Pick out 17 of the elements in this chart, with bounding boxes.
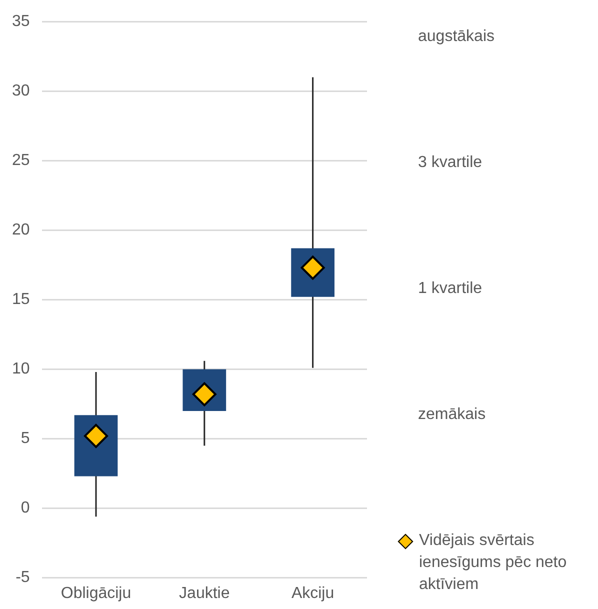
text: 1 kvartile	[418, 280, 484, 299]
y-tick-label: -5	[16, 569, 30, 586]
legend-label: Vidējais svērtais ienesīgums pēc neto aktīviem	[419, 531, 568, 595]
y-tick-label: 30	[12, 82, 30, 100]
x-tick-label: Akciju	[291, 584, 334, 602]
text: augstākais	[418, 28, 496, 47]
x-tick-label: Jauktie	[179, 584, 230, 602]
y-tick-label: 15	[12, 291, 30, 308]
y-tick-label: 0	[20, 500, 30, 517]
y-tick-label: 20	[12, 222, 30, 239]
text: 3 kvartile	[418, 154, 484, 173]
text: zemākais	[418, 406, 487, 425]
y-tick-label: 10	[12, 360, 30, 378]
x-tick-label: Obligāciju	[60, 584, 132, 602]
y-tick-label: 5	[20, 430, 30, 448]
y-tick-label: 35	[12, 13, 30, 30]
y-tick-label: 25	[12, 152, 30, 170]
